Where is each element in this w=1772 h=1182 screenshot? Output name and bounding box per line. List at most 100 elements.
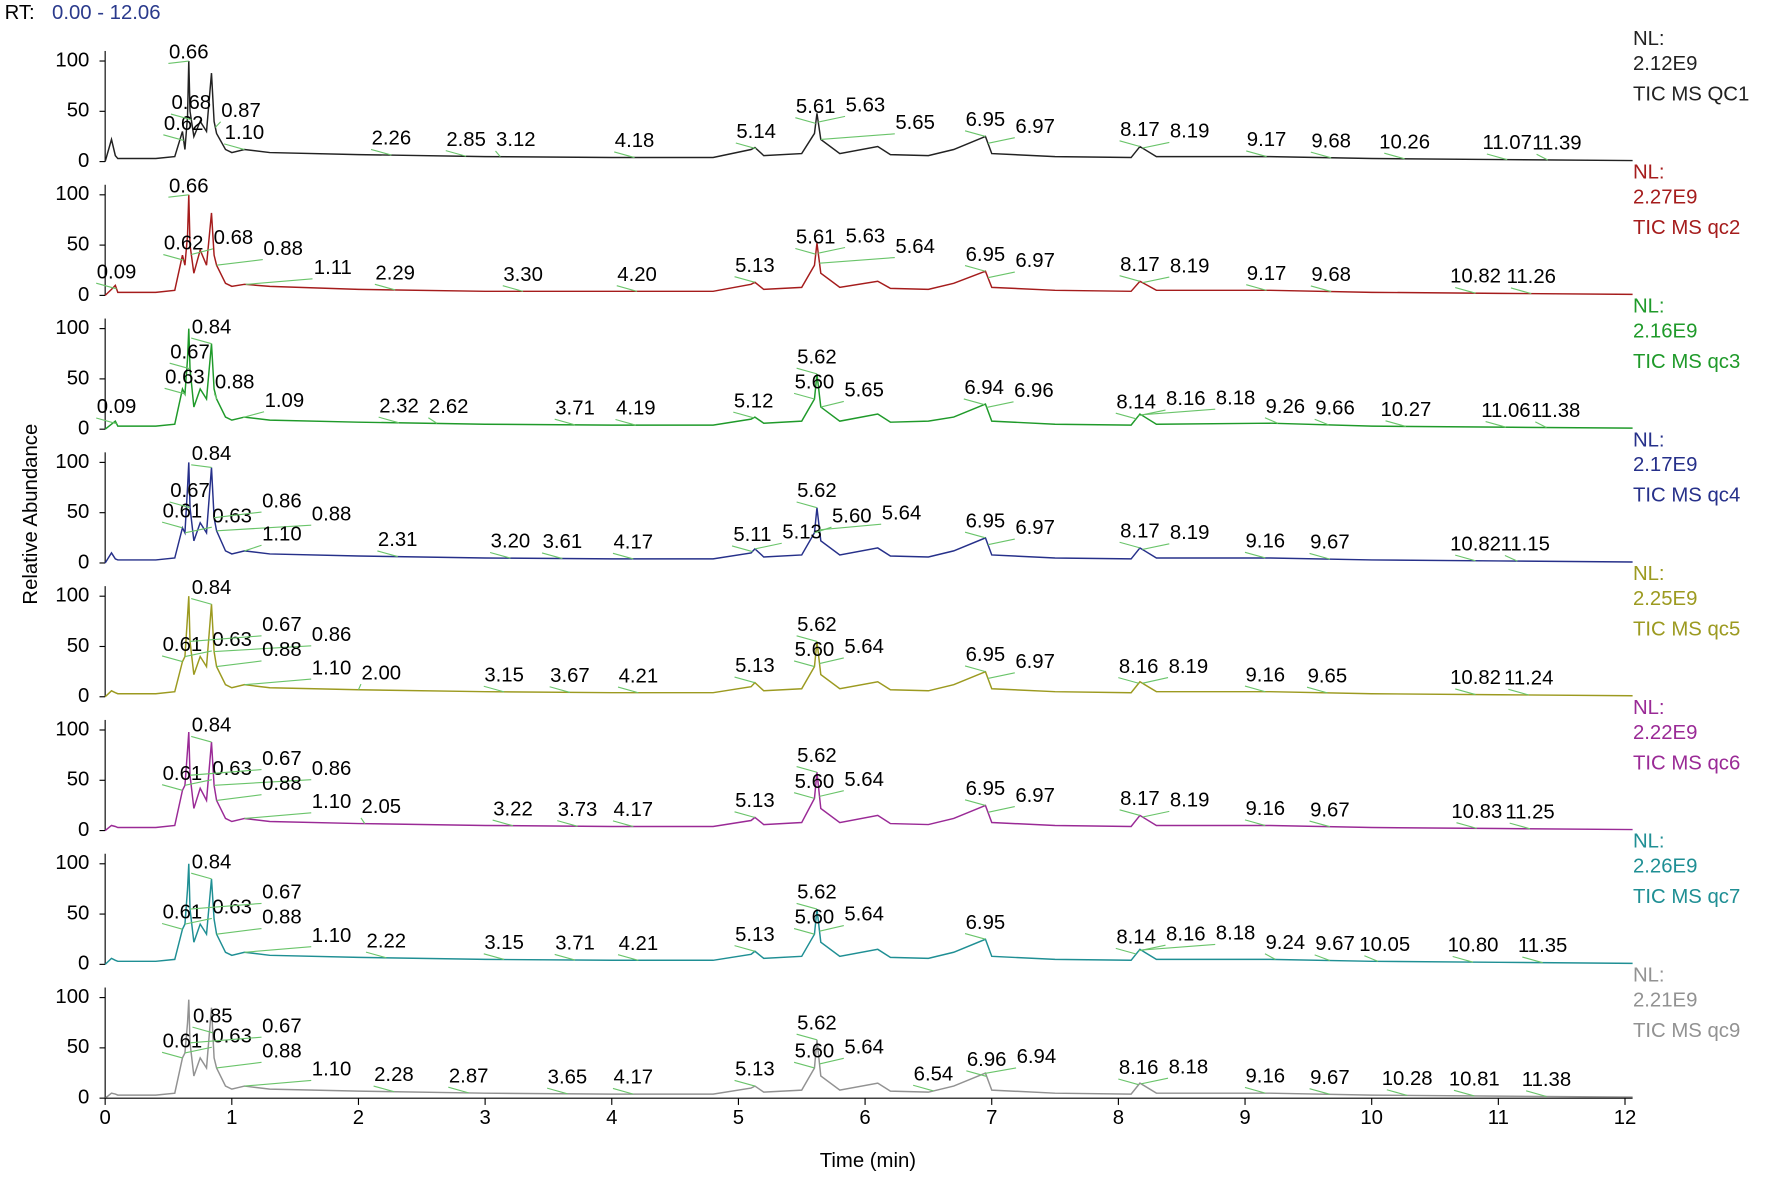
nl-prefix: NL: [1633,162,1665,184]
series-name: TIC MS qc7 [1633,886,1740,908]
peak-label: 8.17 [1120,788,1160,810]
peak-label: 2.85 [446,129,486,151]
y-tick-label: 50 [67,902,90,924]
peak-label: 3.61 [543,531,583,553]
peak-label: 8.19 [1170,522,1210,544]
peak-leader [793,392,815,400]
peak-leader [216,259,263,266]
peak-leader [191,872,212,880]
x-tick-label: 2 [353,1107,364,1129]
peak-label: 11.06 [1481,400,1530,422]
peak-label: 0.63 [212,897,252,919]
peak-leader [96,417,117,425]
peak-leader [161,1051,183,1059]
peak-label: 9.66 [1315,397,1355,419]
peak-label: 4.18 [615,130,655,152]
peak-leader [964,130,986,137]
peak-label: 0.88 [215,372,255,394]
peak-label: 1.10 [312,791,352,813]
peak-leader [214,645,312,653]
peak-leader [987,538,1015,546]
peak-leader [964,665,986,673]
peak-label: 0.61 [163,902,203,924]
peak-leader [616,285,638,292]
peak-leader [192,1026,213,1034]
y-tick-label: 50 [67,501,90,523]
peak-leader [984,1067,1017,1075]
x-tick-label: 7 [986,1107,997,1129]
peak-label: 8.19 [1170,121,1210,143]
trace [104,194,1633,296]
peak-leader [1508,688,1529,696]
peak-label: 6.95 [966,510,1006,532]
peak-leader [483,685,505,693]
peak-leader [819,256,895,264]
peak-leader [184,779,212,786]
peak-leader [502,285,524,292]
peak-label: 0.62 [164,113,204,135]
peak-label: 9.16 [1246,1066,1286,1088]
peak-leader [223,143,245,151]
peak-label: 1.10 [262,523,302,545]
trace [104,731,1633,832]
peak-leader [489,551,511,559]
peak-leader [1386,1089,1408,1096]
peak-label: 9.26 [1265,396,1305,418]
peak-leader [360,817,366,824]
peak-label: 4.19 [616,398,656,420]
peak-label: 0.63 [165,367,205,389]
x-axis-title: Time (min) [820,1150,916,1172]
peak-label: 2.00 [362,662,402,684]
peak-leader [614,151,635,159]
y-tick-label: 0 [78,150,89,172]
peak-label: 5.13 [735,255,775,277]
peak-label: 3.15 [484,664,524,686]
peak-label: 5.13 [735,790,775,812]
peak-leader [1142,810,1170,818]
peak-leader [793,1061,815,1069]
peak-label: 1.10 [312,657,352,679]
peak-leader [733,411,754,419]
peak-leader [549,686,571,693]
peak-label: 5.13 [735,1059,775,1081]
peak-label: 6.96 [1014,380,1054,402]
peak-leader [796,501,818,509]
y-tick-label: 0 [78,551,89,573]
peak-label: 9.67 [1310,532,1350,554]
y-tick-label: 50 [67,769,90,791]
peak-label: 5.64 [844,769,884,791]
peak-label: 10.81 [1449,1069,1500,1091]
peak-label: 11.38 [1531,400,1580,422]
nl-prefix: NL: [1633,697,1665,719]
peak-label: 4.21 [619,665,659,687]
peak-leader [1119,140,1141,148]
peak-leader [912,1084,934,1092]
peak-leader [1522,956,1543,964]
peak-label: 8.14 [1116,391,1156,413]
y-tick-label: 100 [55,852,89,874]
peak-label: 3.30 [503,264,543,286]
peak-label: 0.68 [214,227,254,249]
y-tick-label: 50 [67,635,90,657]
peak-leader [213,393,218,400]
peak-leader [796,902,818,910]
y-tick-label: 50 [67,100,90,122]
peak-label: 0.84 [192,443,232,465]
y-tick-label: 0 [78,953,89,975]
peak-leader [1141,1077,1169,1085]
peak-label: 5.63 [846,95,886,117]
peak-leader [819,657,844,665]
peak-label: 0.68 [171,92,211,114]
peak-leader [1310,285,1332,293]
peak-leader [1119,275,1141,282]
peak-label: 6.97 [1015,517,1055,539]
peak-label: 8.17 [1120,254,1160,276]
peak-label: 9.24 [1265,932,1305,954]
peak-leader [793,927,815,935]
peak-leader [428,417,438,424]
peak-leader [986,401,1014,409]
x-tick-label: 6 [859,1107,870,1129]
peak-label: 9.17 [1247,129,1287,151]
peak-label: 2.29 [375,262,415,284]
peak-label: 5.60 [795,639,835,661]
